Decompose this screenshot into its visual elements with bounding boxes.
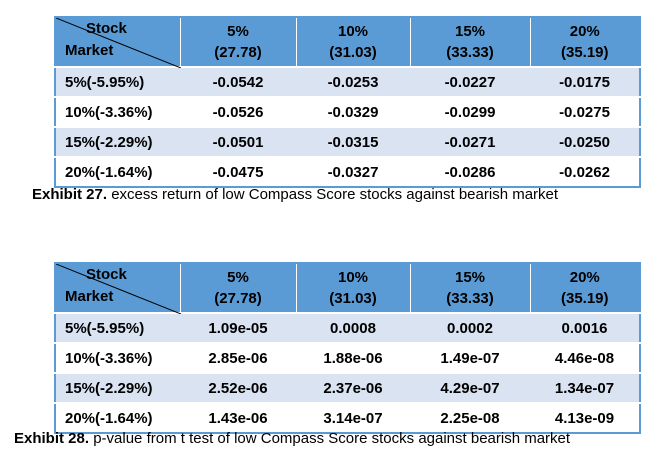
diagonal-divider [56, 18, 181, 68]
column-value: (31.03) [329, 44, 377, 61]
corner-header-cell: Stock Market [55, 17, 181, 68]
header-market-label: Market [65, 42, 114, 59]
row-label: 15%(-2.29%) [55, 126, 180, 157]
table-row: 20%(-1.64%) 1.43e-06 3.14e-07 2.25e-08 4… [55, 402, 640, 433]
table-row: 15%(-2.29%) 2.52e-06 2.37e-06 4.29e-07 1… [55, 372, 640, 403]
table-p-value: Stock Market 5% (27.78) 10% (31.03) 15% (33… [54, 262, 641, 434]
table-cell: -0.0542 [180, 66, 296, 97]
row-label: 5%(-5.95%) [55, 66, 180, 97]
table-cell: 4.46e-08 [530, 342, 640, 373]
exhibit-caption: Exhibit 27. excess return of low Compass… [32, 186, 558, 203]
column-pct: 5% [227, 269, 249, 286]
table-cell: 1.43e-06 [180, 402, 296, 433]
table-cell: 0.0016 [530, 312, 640, 343]
row-label: 10%(-3.36%) [55, 96, 180, 127]
table-row: 10%(-3.36%) 2.85e-06 1.88e-06 1.49e-07 4… [55, 342, 640, 373]
table-row: 10%(-3.36%) -0.0526 -0.0329 -0.0299 -0.0… [55, 96, 640, 127]
table-cell: -0.0329 [296, 96, 410, 127]
row-label: 15%(-2.29%) [55, 372, 180, 403]
row-label: 20%(-1.64%) [55, 402, 180, 433]
column-pct: 20% [569, 23, 600, 40]
table-cell: -0.0286 [410, 156, 530, 187]
table-cell: 2.52e-06 [180, 372, 296, 403]
column-value: (33.33) [446, 44, 494, 61]
corner-header-cell: Stock Market [55, 263, 181, 314]
table-cell: 3.14e-07 [296, 402, 410, 433]
table-cell: 0.0008 [296, 312, 410, 343]
table-row: 5%(-5.95%) -0.0542 -0.0253 -0.0227 -0.01… [55, 66, 640, 97]
row-label: 10%(-3.36%) [55, 342, 180, 373]
column-header: 5% (27.78) [179, 263, 296, 313]
caption-label: Exhibit 28. [14, 430, 90, 447]
column-pct: 5% [227, 23, 249, 40]
table-cell: 2.85e-06 [180, 342, 296, 373]
column-pct: 15% [454, 269, 486, 286]
column-pct: 10% [337, 269, 369, 286]
table-cell: -0.0299 [410, 96, 530, 127]
diagonal-divider [56, 264, 181, 314]
header-row: Stock Market 5% (27.78) 10% (31.03) 15% (33… [55, 263, 640, 314]
table-cell: -0.0315 [296, 126, 410, 157]
table-cell: -0.0501 [180, 126, 296, 157]
table-row: 5%(-5.95%) 1.09e-05 0.0008 0.0002 0.0016 [55, 312, 640, 343]
table-cell: 2.25e-08 [410, 402, 530, 433]
table-cell: -0.0253 [296, 66, 410, 97]
table-cell: -0.0327 [296, 156, 410, 187]
table-cell: -0.0175 [530, 66, 640, 97]
header-market-label: Market [65, 288, 114, 305]
table-cell: -0.0475 [180, 156, 296, 187]
caption-text: p-value from t test of low Compass Score… [89, 430, 571, 447]
column-header: 20% (35.19) [529, 17, 640, 67]
table-cell: 1.34e-07 [530, 372, 640, 403]
column-pct: 20% [569, 269, 600, 286]
table-cell: 0.0002 [410, 312, 530, 343]
header-stock-label: Stock [86, 20, 127, 37]
table-cell: -0.0227 [410, 66, 530, 97]
column-value: (27.78) [214, 290, 262, 307]
data-table: Stock Market 5% (27.78) 10% (31.03) 15% (33… [54, 262, 641, 434]
column-header: 20% (35.19) [529, 263, 640, 313]
column-value: (35.19) [560, 290, 609, 307]
column-header: 15% (33.33) [409, 17, 530, 67]
column-header: 15% (33.33) [409, 263, 530, 313]
column-value: (27.78) [214, 44, 262, 61]
table-cell: -0.0262 [530, 156, 640, 187]
table-excess-return: Stock Market 5% (27.78) 10% (31.03) 15% (33… [54, 16, 641, 188]
table-row: 15%(-2.29%) -0.0501 -0.0315 -0.0271 -0.0… [55, 126, 640, 157]
exhibit-caption: Exhibit 28. p-value from t test of low C… [14, 430, 570, 447]
table-cell: -0.0275 [530, 96, 640, 127]
data-table: Stock Market 5% (27.78) 10% (31.03) 15% (33… [54, 16, 641, 188]
column-header: 10% (31.03) [295, 17, 410, 67]
table-cell: 1.49e-07 [410, 342, 530, 373]
row-label: 5%(-5.95%) [55, 312, 180, 343]
table-cell: -0.0526 [180, 96, 296, 127]
column-value: (31.03) [329, 290, 377, 307]
table-cell: 1.88e-06 [296, 342, 410, 373]
column-pct: 15% [454, 23, 486, 40]
table-cell: 1.09e-05 [180, 312, 296, 343]
caption-text: excess return of low Compass Score stock… [107, 186, 559, 203]
column-header: 5% (27.78) [179, 17, 296, 67]
header-row: Stock Market 5% (27.78) 10% (31.03) 15% (33… [55, 17, 640, 68]
table-cell: 4.29e-07 [410, 372, 530, 403]
header-stock-label: Stock [86, 266, 127, 283]
caption-label: Exhibit 27. [32, 186, 108, 203]
column-pct: 10% [337, 23, 369, 40]
table-row: 20%(-1.64%) -0.0475 -0.0327 -0.0286 -0.0… [55, 156, 640, 187]
column-value: (35.19) [560, 44, 609, 61]
table-cell: -0.0271 [410, 126, 530, 157]
column-header: 10% (31.03) [295, 263, 410, 313]
column-value: (33.33) [446, 290, 494, 307]
table-cell: 4.13e-09 [530, 402, 640, 433]
row-label: 20%(-1.64%) [55, 156, 180, 187]
table-cell: 2.37e-06 [296, 372, 410, 403]
table-cell: -0.0250 [530, 126, 640, 157]
